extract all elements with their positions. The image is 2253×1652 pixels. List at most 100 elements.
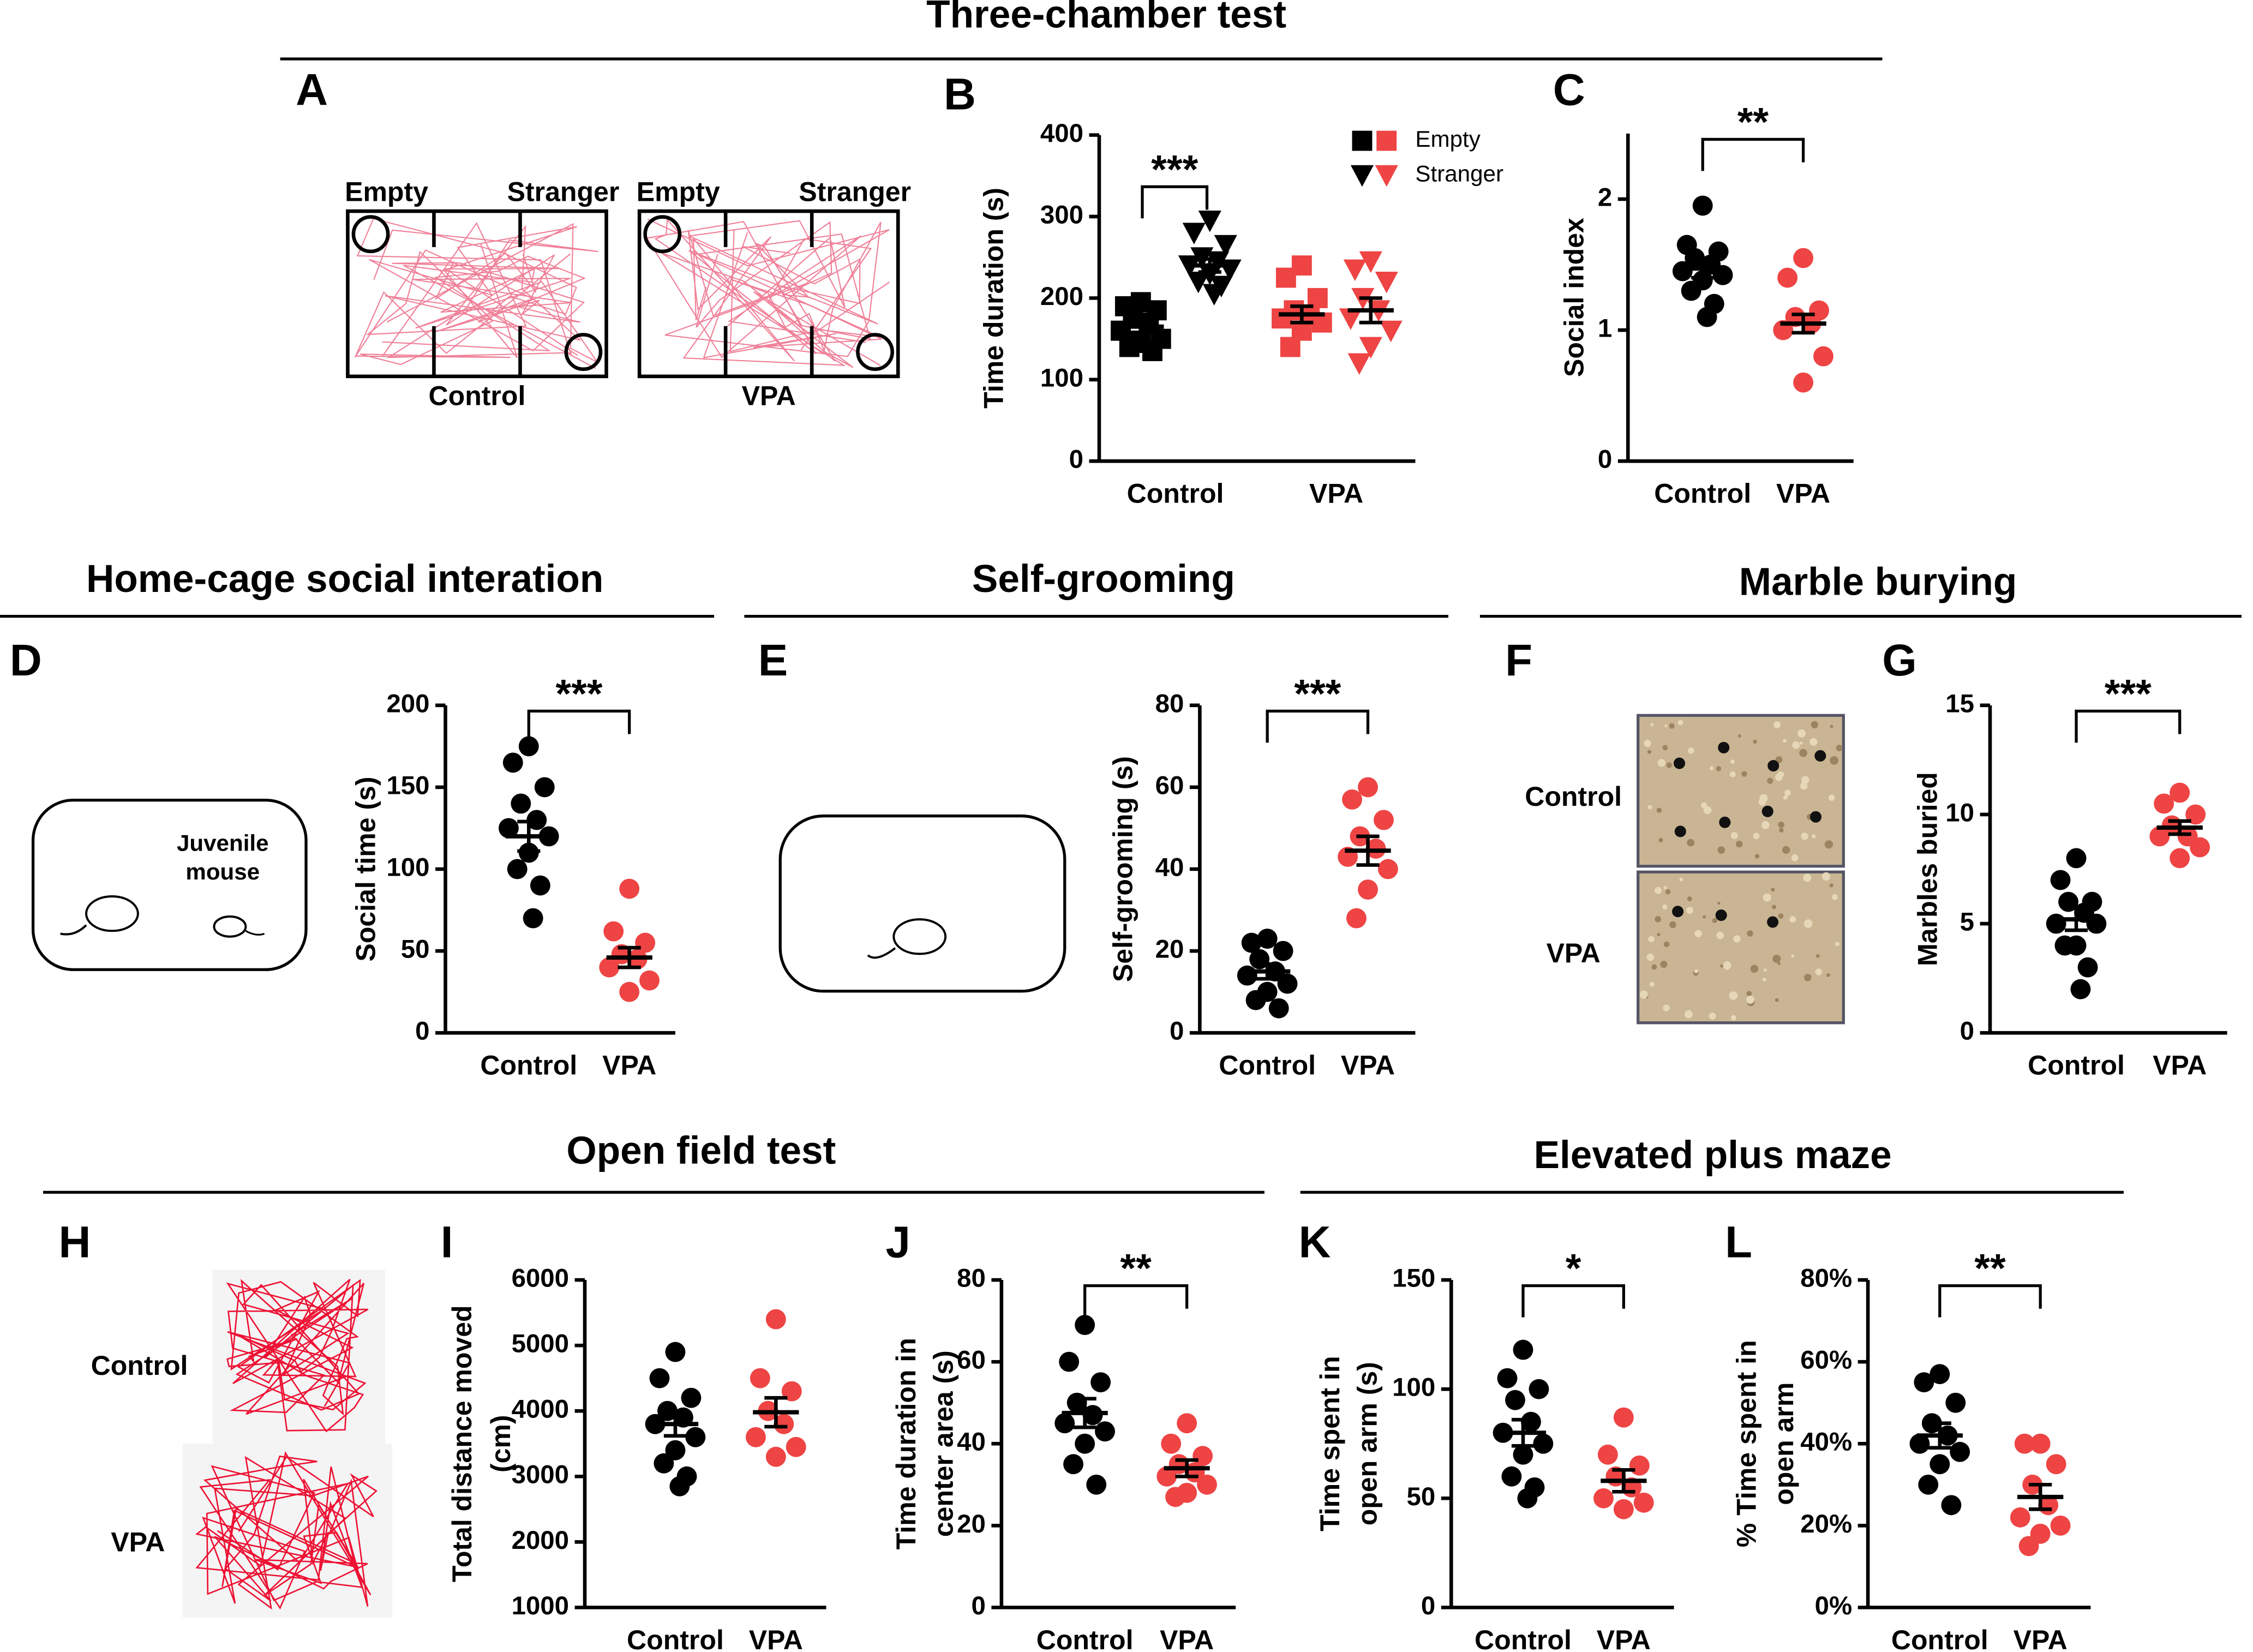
- sem-bar: [2064, 906, 2088, 932]
- sem-bar: [1511, 1417, 1535, 1448]
- bedding: [1687, 839, 1695, 847]
- label: 4000: [512, 1395, 569, 1424]
- point: [530, 875, 550, 896]
- marble: [1809, 811, 1821, 823]
- label: Home-cage social interation: [86, 558, 603, 601]
- label: 60%: [1800, 1346, 1852, 1375]
- bedding: [1733, 935, 1741, 943]
- label: 0: [972, 1591, 986, 1620]
- point: [1613, 1499, 1634, 1519]
- cup: [351, 215, 390, 254]
- point: [2054, 935, 2075, 956]
- sem-bar: [764, 1396, 788, 1429]
- bedding: [1801, 833, 1808, 840]
- bedding: [1730, 831, 1738, 839]
- cup: [856, 333, 894, 371]
- trajectory: [356, 218, 598, 358]
- bedding: [1791, 954, 1794, 958]
- point: [599, 957, 620, 978]
- label: VPA: [602, 1050, 656, 1081]
- label: Control: [2028, 1050, 2125, 1081]
- bedding: [1777, 771, 1784, 778]
- point: [1945, 1392, 1966, 1413]
- bedding: [1664, 724, 1668, 728]
- point: [765, 1309, 786, 1330]
- bedding: [1717, 901, 1721, 905]
- point: [507, 859, 528, 879]
- tail: [60, 924, 87, 936]
- marble: [1767, 760, 1779, 772]
- point: [654, 1453, 674, 1474]
- label: Control: [1036, 1625, 1134, 1652]
- marble: [1672, 906, 1684, 918]
- point: [2014, 1433, 2035, 1454]
- label: Time duration (s): [979, 188, 1009, 409]
- label: Empty: [1415, 126, 1480, 152]
- point: [1359, 337, 1382, 359]
- bedding: [1720, 964, 1723, 968]
- label: VPA: [1341, 1050, 1395, 1081]
- bedding: [1792, 741, 1800, 749]
- point: [1280, 337, 1301, 357]
- bedding: [1716, 766, 1722, 771]
- point: [1813, 346, 1833, 367]
- sem-bar: [618, 945, 641, 969]
- label: VPA: [1309, 478, 1363, 509]
- tail: [245, 930, 265, 936]
- point: [1182, 223, 1206, 244]
- point: [681, 1387, 702, 1408]
- point: [1206, 251, 1230, 273]
- point: [1165, 1487, 1185, 1507]
- label: Self-grooming (s): [1108, 756, 1139, 982]
- point: [2046, 1454, 2066, 1475]
- point: [1086, 1474, 1107, 1495]
- bedding: [1737, 734, 1741, 738]
- point: [1342, 789, 1362, 810]
- point: [1277, 973, 1298, 994]
- bedding: [1789, 916, 1796, 923]
- label: 40%: [1800, 1428, 1852, 1457]
- point: [1529, 1379, 1549, 1399]
- label: Open field test: [566, 1129, 836, 1172]
- label: **: [1120, 1246, 1152, 1291]
- point: [498, 818, 519, 839]
- point: [1672, 261, 1693, 282]
- trajectory: [695, 230, 880, 352]
- point: [1909, 1433, 1930, 1454]
- panel-letter: B: [944, 70, 976, 119]
- bedding: [1651, 964, 1657, 970]
- tail: [867, 947, 896, 959]
- bedding: [1783, 795, 1788, 800]
- sem-bar: [1073, 1397, 1096, 1429]
- label: 50: [401, 935, 430, 964]
- bedding: [1762, 977, 1766, 981]
- sem-bar: [517, 819, 541, 853]
- point: [1633, 1492, 1654, 1513]
- label: VPA: [749, 1625, 803, 1652]
- point: [2050, 870, 2071, 890]
- label: 5: [1960, 908, 1974, 937]
- bedding: [1778, 821, 1784, 828]
- sem-bar: [1256, 962, 1279, 981]
- point: [1374, 810, 1394, 830]
- bedding: [1779, 828, 1784, 833]
- label: Elevated plus maze: [1534, 1134, 1892, 1177]
- label: 50: [1407, 1482, 1436, 1511]
- point: [2077, 957, 2098, 978]
- juvenile: [213, 915, 247, 938]
- bedding: [1686, 907, 1693, 914]
- significance-bracket: [1141, 185, 1209, 219]
- sem-bar: [1928, 1421, 1951, 1450]
- label: 80%: [1800, 1264, 1852, 1293]
- label: *: [1566, 1246, 1581, 1291]
- label: 20: [1155, 935, 1184, 964]
- significance-bracket: [1083, 1284, 1189, 1318]
- point: [1777, 267, 1798, 288]
- bedding: [1821, 872, 1831, 881]
- bedding: [1753, 739, 1757, 744]
- label: Marble burying: [1739, 560, 2017, 603]
- bedding: [1804, 973, 1812, 981]
- point: [1517, 1488, 1538, 1509]
- bedding: [1709, 766, 1714, 770]
- significance-bracket: [1266, 709, 1370, 743]
